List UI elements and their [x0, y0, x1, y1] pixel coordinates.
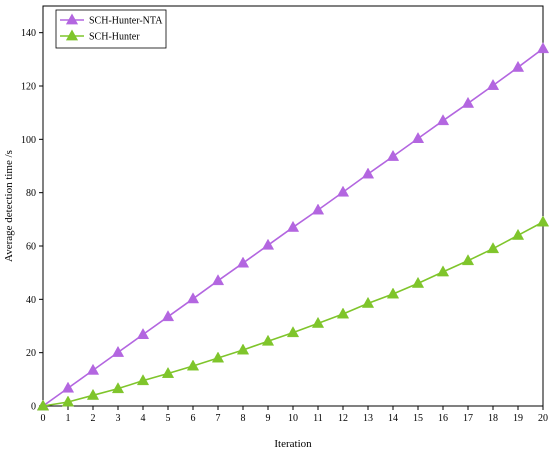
data-point-sch-hunter-nta [136, 328, 150, 339]
y-tick-label: 120 [21, 82, 36, 93]
data-point-sch-hunter [186, 359, 200, 371]
x-tick-label: 11 [313, 413, 323, 424]
data-point-sch-hunter-nta [536, 42, 550, 54]
x-tick-label: 12 [338, 413, 348, 424]
x-tick-label: 14 [388, 413, 398, 424]
y-tick-label: 0 [31, 402, 36, 413]
data-point-sch-hunter-nta [436, 114, 450, 126]
data-point-sch-hunter [111, 382, 125, 394]
data-point-sch-hunter [211, 351, 225, 363]
data-point-sch-hunter [236, 343, 250, 355]
legend-label-sch-hunter-nta: SCH-Hunter-NTA [89, 16, 163, 27]
data-point-sch-hunter [161, 366, 175, 378]
y-tick-label: 140 [21, 28, 36, 39]
data-point-sch-hunter-nta [486, 78, 500, 90]
data-point-sch-hunter [286, 326, 300, 338]
x-tick-label: 13 [363, 413, 373, 424]
data-point-sch-hunter-nta [386, 149, 400, 161]
data-point-sch-hunter-nta [286, 220, 300, 232]
data-point-sch-hunter-nta [111, 345, 125, 357]
data-point-sch-hunter [311, 316, 325, 328]
data-point-sch-hunter-nta [361, 167, 375, 179]
x-tick-label: 6 [191, 413, 196, 424]
data-point-sch-hunter [536, 215, 550, 227]
x-tick-label: 5 [166, 413, 171, 424]
x-tick-label: 2 [91, 413, 96, 424]
y-tick-label: 40 [26, 295, 36, 306]
data-point-sch-hunter [336, 307, 350, 319]
x-axis-title: Iteration [274, 438, 312, 450]
data-point-sch-hunter-nta [186, 292, 200, 304]
x-tick-label: 0 [41, 413, 46, 424]
data-point-sch-hunter [361, 296, 375, 308]
legend-box [55, 9, 167, 49]
data-point-sch-hunter-nta [511, 60, 525, 72]
y-axis-title: Average detection time /s [3, 150, 15, 262]
plot-area: 0 1 2 3 4 5 6 7 8 9 10 11 12 13 14 15 16 17 18 19 2002040608… [21, 5, 550, 424]
y-tick-label: 80 [26, 188, 36, 199]
data-point-sch-hunter-nta [411, 132, 425, 143]
data-point-sch-hunter [136, 374, 150, 386]
x-tick-label: 17 [463, 413, 473, 424]
x-tick-label: 7 [216, 413, 221, 424]
data-point-sch-hunter [461, 254, 475, 266]
x-tick-label: 8 [241, 413, 246, 424]
y-tick-label: 60 [26, 242, 36, 253]
data-point-sch-hunter-nta [161, 310, 175, 322]
data-point-sch-hunter-nta [86, 363, 100, 375]
data-point-sch-hunter-nta [311, 203, 325, 215]
x-tick-label: 19 [513, 413, 523, 424]
data-point-sch-hunter [61, 395, 75, 407]
y-tick-label: 20 [26, 348, 36, 359]
data-point-sch-hunter [386, 287, 400, 299]
x-tick-label: 4 [141, 413, 146, 424]
x-tick-label: 3 [116, 413, 121, 424]
x-tick-label: 18 [488, 413, 498, 424]
data-point-sch-hunter-nta [461, 96, 475, 108]
data-point-sch-hunter-nta [236, 256, 250, 268]
x-tick-label: 20 [538, 413, 548, 424]
x-tick-label: 16 [438, 413, 448, 424]
data-point-sch-hunter-nta [336, 185, 350, 197]
data-point-sch-hunter [486, 242, 500, 254]
y-tick-label: 100 [21, 135, 36, 146]
data-point-sch-hunter [411, 276, 425, 288]
data-point-sch-hunter [36, 399, 50, 411]
x-tick-label: 10 [288, 413, 298, 424]
legend-marker-sch-hunter-nta [65, 13, 79, 25]
x-tick-label: 9 [266, 413, 271, 424]
data-point-sch-hunter-nta [211, 274, 225, 286]
data-point-sch-hunter [436, 265, 450, 277]
legend-label-sch-hunter: SCH-Hunter [89, 32, 140, 43]
x-tick-label: 1 [66, 413, 71, 424]
data-point-sch-hunter-nta [261, 238, 275, 250]
legend-marker-sch-hunter [65, 29, 79, 41]
data-point-sch-hunter [511, 228, 525, 240]
x-tick-label: 15 [413, 413, 423, 424]
data-point-sch-hunter-nta [61, 381, 75, 393]
data-point-sch-hunter [86, 388, 100, 400]
data-point-sch-hunter [261, 334, 275, 346]
